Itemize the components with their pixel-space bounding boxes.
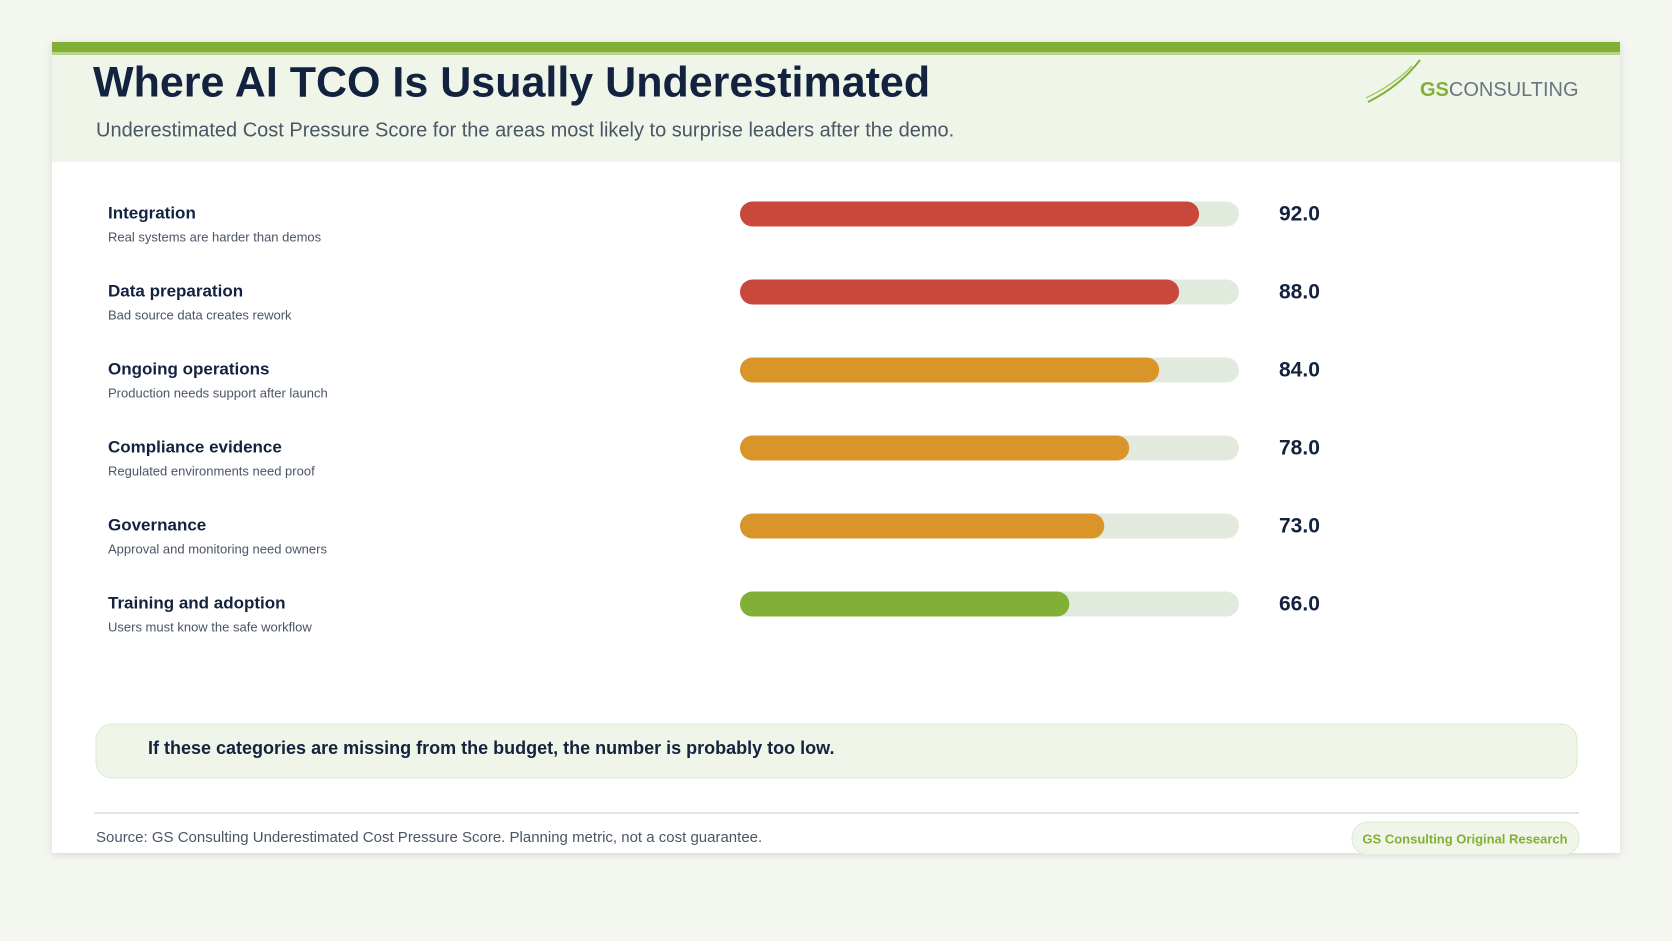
logo-swoosh — [1365, 65, 1413, 99]
category-description: Real systems are harder than demos — [108, 229, 322, 244]
bar — [740, 357, 1160, 383]
category-description: Production needs support after launch — [108, 385, 328, 400]
source-text: Source: GS Consulting Underestimated Cos… — [96, 829, 762, 846]
value-label: 84.0 — [1279, 359, 1320, 382]
logo-swoosh — [1367, 59, 1421, 103]
category-description: Bad source data creates rework — [108, 307, 292, 322]
logo-name: CONSULTING — [1449, 79, 1579, 101]
bar — [740, 513, 1105, 539]
category-description: Users must know the safe workflow — [108, 619, 312, 634]
category-label: Ongoing operations — [108, 359, 270, 378]
category-label: Compliance evidence — [108, 437, 282, 456]
category-label: Data preparation — [108, 281, 243, 300]
value-label: 92.0 — [1279, 203, 1320, 226]
badge — [1351, 821, 1580, 856]
top-stripe — [52, 42, 1620, 52]
category-label: Integration — [108, 203, 196, 222]
chart-subtitle: Underestimated Cost Pressure Score for t… — [96, 119, 954, 141]
bar — [740, 435, 1130, 461]
logo-text: GSCONSULTING — [1420, 79, 1579, 101]
chart-title: Where AI TCO Is Usually Underestimated — [93, 58, 930, 106]
top-stripe-light — [52, 52, 1620, 55]
value-label: 78.0 — [1279, 437, 1320, 460]
value-label: 66.0 — [1279, 593, 1320, 616]
header-bg — [52, 52, 1620, 162]
category-label: Training and adoption — [108, 593, 286, 612]
callout-text: If these categories are missing from the… — [148, 738, 834, 758]
category-label: Governance — [108, 515, 206, 534]
bar-rows: Integration Real systems are harder than … — [108, 201, 1320, 634]
category-description: Approval and monitoring need owners — [108, 541, 327, 556]
category-description: Regulated environments need proof — [108, 463, 315, 478]
bar — [740, 279, 1180, 305]
bar — [740, 201, 1200, 227]
value-label: 88.0 — [1279, 281, 1320, 304]
badge-text: GS Consulting Original Research — [1362, 831, 1567, 846]
callout-box — [95, 723, 1578, 779]
logo: GSCONSULTING — [1365, 59, 1579, 103]
value-label: 73.0 — [1279, 515, 1320, 538]
bar — [740, 591, 1070, 617]
logo-prefix: GS — [1420, 79, 1449, 101]
